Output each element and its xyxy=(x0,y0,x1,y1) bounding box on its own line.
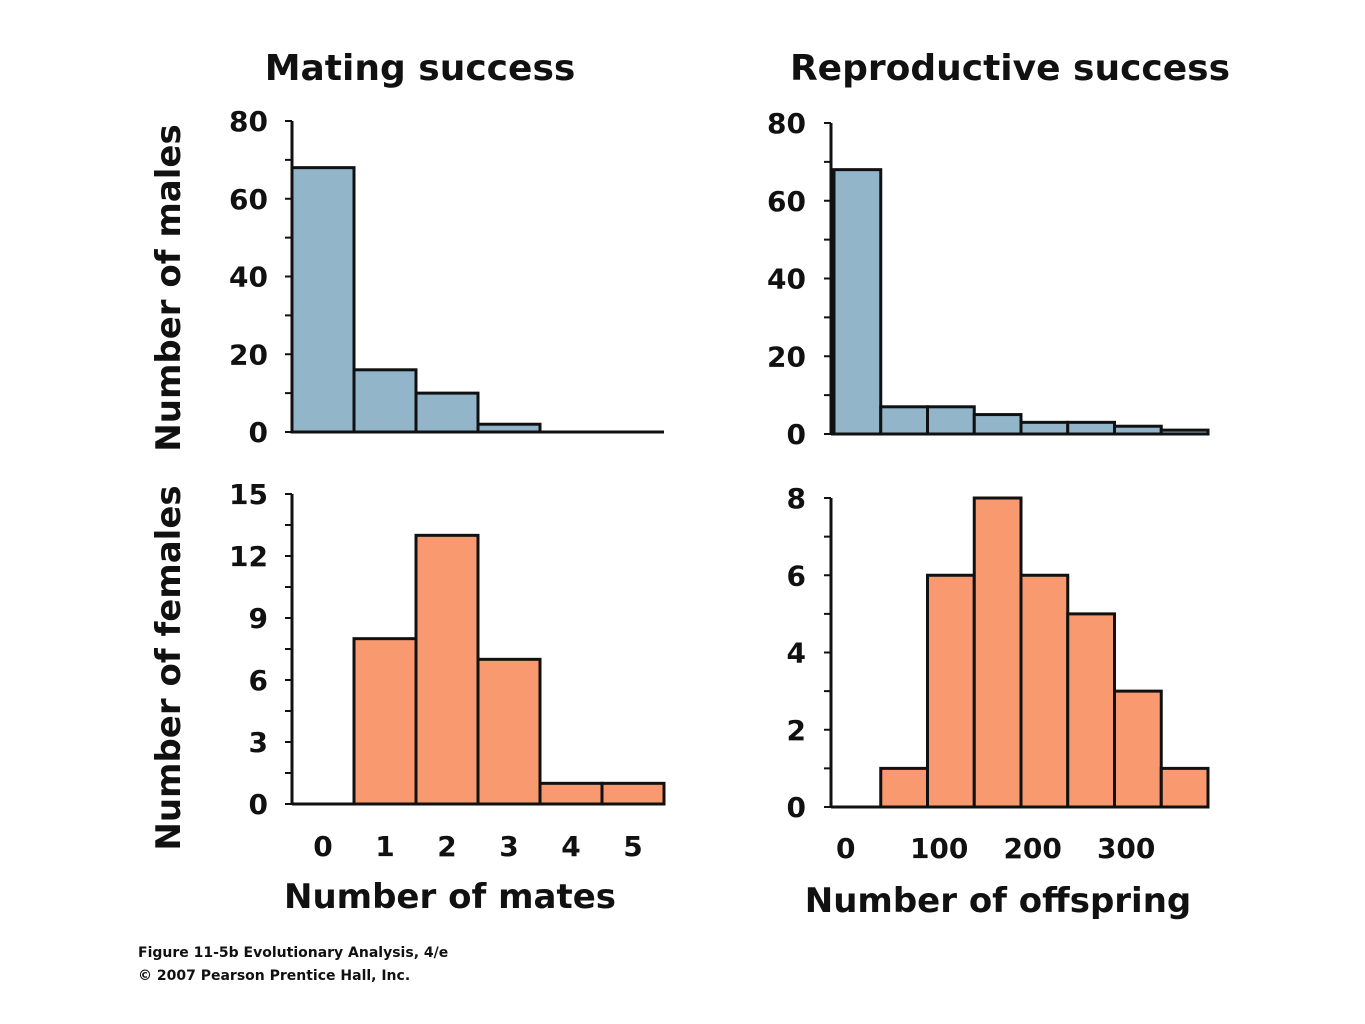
y-tick-label-males-mates: 80 xyxy=(229,105,268,138)
y-tick-label-females-mates: 12 xyxy=(229,540,268,573)
bar-males-mates-0 xyxy=(290,166,356,434)
y-tick-label-males-mates: 0 xyxy=(249,416,268,449)
xlabel-mates: Number of mates xyxy=(284,877,616,917)
x-tick-label-females-offspring: 300 xyxy=(1097,832,1155,865)
y-tick-label-females-offspring: 8 xyxy=(787,482,806,515)
bar-females-offspring-7 xyxy=(1159,766,1210,809)
x-tick-label-females-offspring: 0 xyxy=(836,832,855,865)
title-mating-success: Mating success xyxy=(265,48,576,89)
bar-males-offspring-4 xyxy=(1019,420,1070,436)
bar-males-offspring-1 xyxy=(879,405,929,436)
figure-caption-line1: Figure 11-5b Evolutionary Analysis, 4/e xyxy=(138,945,449,961)
bar-females-offspring-3 xyxy=(972,496,1023,809)
bar-females-mates-1 xyxy=(352,637,418,806)
y-tick-label-females-mates: 15 xyxy=(229,478,268,511)
bar-females-offspring-5 xyxy=(1066,612,1116,809)
panel-males-offspring: 0 20 40 60 80 xyxy=(767,107,1210,451)
bar-females-mates-2 xyxy=(414,533,480,806)
ylabel-males: Number of males xyxy=(149,124,189,451)
x-tick-label-females-offspring: 200 xyxy=(1003,832,1061,865)
y-tick-label-females-mates: 3 xyxy=(249,726,268,759)
bar-females-mates-5 xyxy=(600,781,666,806)
ylabel-females: Number of females xyxy=(149,485,189,850)
panel-males-mates: 0 20 40 60 80 xyxy=(229,105,664,449)
y-tick-label-females-mates: 9 xyxy=(249,602,268,635)
y-tick-label-females-mates: 0 xyxy=(249,788,268,821)
bar-males-mates-2 xyxy=(414,391,480,434)
y-tick-label-females-mates: 6 xyxy=(249,664,268,697)
y-tick-label-females-offspring: 0 xyxy=(787,791,806,824)
xlabel-offspring: Number of offspring xyxy=(805,881,1192,921)
bar-females-mates-4 xyxy=(538,781,604,806)
y-tick-label-males-offspring: 0 xyxy=(787,418,806,451)
x-tick-label-females-mates: 3 xyxy=(499,830,518,863)
bar-females-offspring-6 xyxy=(1113,689,1163,809)
x-tick-label-females-mates: 4 xyxy=(561,830,580,863)
y-tick-label-males-offspring: 60 xyxy=(767,185,806,218)
bar-males-offspring-5 xyxy=(1066,420,1116,436)
x-tick-label-females-offspring: 100 xyxy=(910,832,968,865)
y-tick-label-males-mates: 60 xyxy=(229,183,268,216)
figure-caption-line2: © 2007 Pearson Prentice Hall, Inc. xyxy=(138,968,411,984)
y-tick-label-males-offspring: 20 xyxy=(767,340,806,373)
y-tick-label-males-mates: 20 xyxy=(229,338,268,371)
y-tick-label-females-offspring: 6 xyxy=(787,559,806,592)
panel-females-offspring: 0 2 4 6 8 0 100 200 300 xyxy=(787,482,1210,865)
x-tick-label-females-mates: 5 xyxy=(623,830,642,863)
bar-males-offspring-3 xyxy=(972,413,1023,436)
y-tick-label-males-mates: 40 xyxy=(229,261,268,294)
bar-females-offspring-4 xyxy=(1019,573,1070,809)
y-tick-label-females-offspring: 4 xyxy=(787,637,806,670)
bar-males-offspring-0 xyxy=(832,168,883,436)
bar-females-offspring-2 xyxy=(926,573,976,809)
bar-females-offspring-1 xyxy=(879,766,929,809)
y-tick-label-females-offspring: 2 xyxy=(787,714,806,747)
x-tick-label-females-mates: 2 xyxy=(437,830,456,863)
bar-males-offspring-2 xyxy=(926,405,976,436)
y-tick-label-males-offspring: 40 xyxy=(767,263,806,296)
x-tick-label-females-mates: 1 xyxy=(375,830,394,863)
bar-males-mates-1 xyxy=(352,368,418,434)
x-tick-label-females-mates: 0 xyxy=(313,830,332,863)
title-reproductive-success: Reproductive success xyxy=(790,48,1230,89)
y-tick-label-males-offspring: 80 xyxy=(767,107,806,140)
bar-females-mates-3 xyxy=(476,657,542,806)
